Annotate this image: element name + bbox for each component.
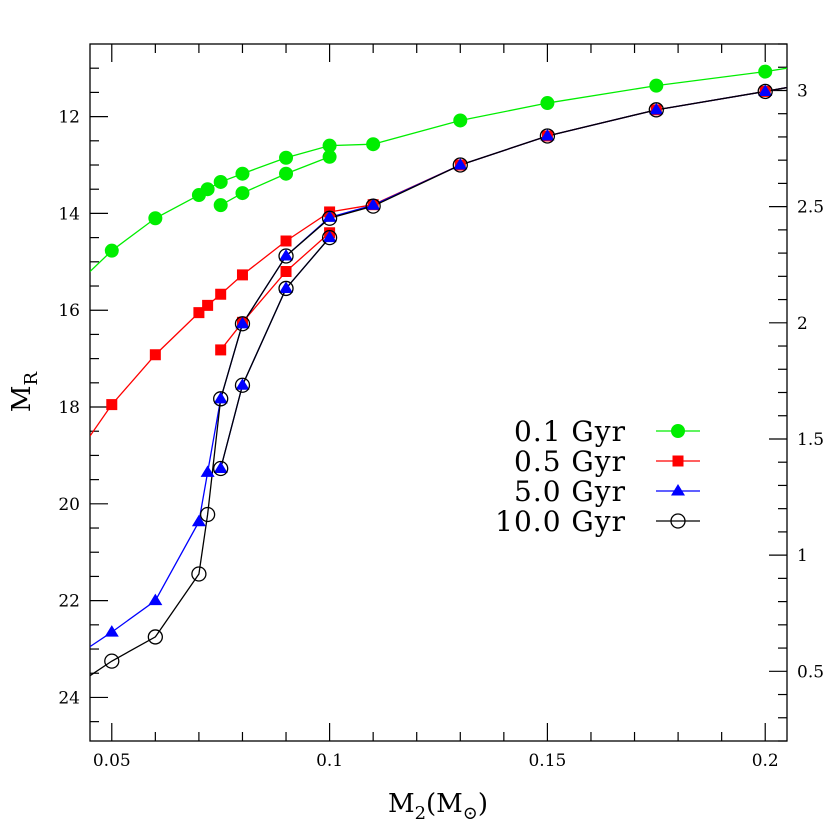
data-point (322, 210, 337, 222)
y2-tick-label: 1 (797, 546, 808, 566)
data-point (235, 166, 250, 181)
data-point (235, 186, 250, 201)
series-line (220, 237, 331, 469)
data-point (648, 102, 664, 118)
data-point (321, 210, 338, 226)
data-point (213, 174, 228, 189)
x-tick-label: 0.2 (752, 751, 779, 771)
data-point (215, 344, 227, 356)
y-tick-label: 14 (58, 204, 80, 224)
y2-tick-label: 2.5 (797, 198, 824, 218)
data-point (453, 113, 468, 128)
plot-frame (89, 43, 788, 742)
series-line (90, 86, 787, 437)
data-point (278, 248, 294, 264)
x-tick-label: 0.15 (528, 751, 566, 771)
data-point (279, 249, 294, 261)
series-line (90, 86, 787, 677)
data-point (234, 316, 251, 332)
data-point (279, 150, 294, 165)
data-point (213, 461, 228, 474)
data-point (191, 514, 206, 527)
y-tick-label: 22 (58, 592, 80, 612)
data-point (200, 465, 215, 477)
data-point (539, 128, 556, 144)
y-tick-label: 24 (58, 688, 80, 708)
data-point (322, 149, 337, 164)
data-point (279, 166, 294, 181)
data-point (540, 96, 555, 111)
data-point (193, 307, 205, 319)
data-point (148, 211, 163, 226)
data-point (452, 157, 468, 173)
data-point (757, 83, 773, 100)
y2-tick-label: 3 (797, 81, 808, 101)
series-line (220, 232, 331, 351)
data-point (199, 506, 216, 523)
y-axis-label: MR (7, 371, 42, 412)
series-line (220, 156, 330, 206)
y-tick-label: 18 (58, 398, 80, 418)
series-line (90, 86, 787, 648)
data-point (235, 316, 250, 329)
data-point (540, 128, 555, 141)
data-point (280, 265, 292, 277)
y-tick-label: 12 (58, 108, 80, 128)
data-point (365, 198, 381, 214)
series-line (90, 67, 787, 272)
legend-label: 0.5 Gyr (514, 445, 626, 478)
data-point (235, 378, 250, 390)
data-point (104, 653, 120, 669)
markers-layer (104, 64, 773, 669)
legend-marker (671, 424, 685, 438)
y2-tick-label: 0.5 (797, 662, 824, 682)
data-point (279, 281, 294, 293)
data-point (280, 235, 292, 247)
legend-marker (672, 455, 684, 467)
data-point (213, 460, 229, 477)
data-point (213, 391, 229, 407)
legend-label: 0.1 Gyr (514, 415, 626, 448)
data-point (234, 377, 251, 393)
data-point (366, 137, 381, 152)
data-point (366, 198, 381, 210)
data-point (148, 593, 163, 606)
data-point (104, 243, 119, 258)
data-point (278, 280, 294, 297)
y2-tick-label: 1.5 (797, 430, 824, 450)
y-tick-label: 20 (58, 495, 80, 515)
y2-tick-label: 2 (797, 314, 808, 334)
data-point (106, 399, 118, 411)
data-point (149, 349, 161, 361)
data-point (215, 288, 227, 300)
data-point (191, 566, 207, 582)
legend-label: 10.0 Gyr (495, 505, 626, 538)
data-point (321, 229, 338, 246)
legend-marker (670, 513, 686, 529)
data-point (213, 391, 228, 404)
data-point (649, 78, 664, 93)
legend-label: 5.0 Gyr (514, 475, 626, 508)
data-point (104, 625, 119, 637)
data-point (758, 64, 773, 79)
data-point (649, 102, 664, 115)
x-axis-label: M2(M⊙) (388, 789, 488, 824)
data-point (200, 182, 215, 197)
data-point (453, 158, 468, 170)
x-tick-label: 0.05 (93, 751, 131, 771)
tick-labels: 0.05 0.1 0.15 0.2 12 14 16 18 20 22 24 0.5 1 1.5 2 2.5 3 (58, 81, 824, 771)
data-point (758, 84, 773, 96)
x-tick-label: 0.1 (316, 751, 343, 771)
data-point (202, 299, 214, 311)
y-tick-label: 16 (58, 301, 80, 321)
series-layer (90, 67, 787, 677)
data-point (147, 629, 163, 645)
data-point (322, 230, 337, 243)
data-point (213, 198, 228, 213)
data-point (236, 269, 248, 281)
tick-marks (90, 43, 787, 742)
legend-marker (671, 484, 685, 496)
